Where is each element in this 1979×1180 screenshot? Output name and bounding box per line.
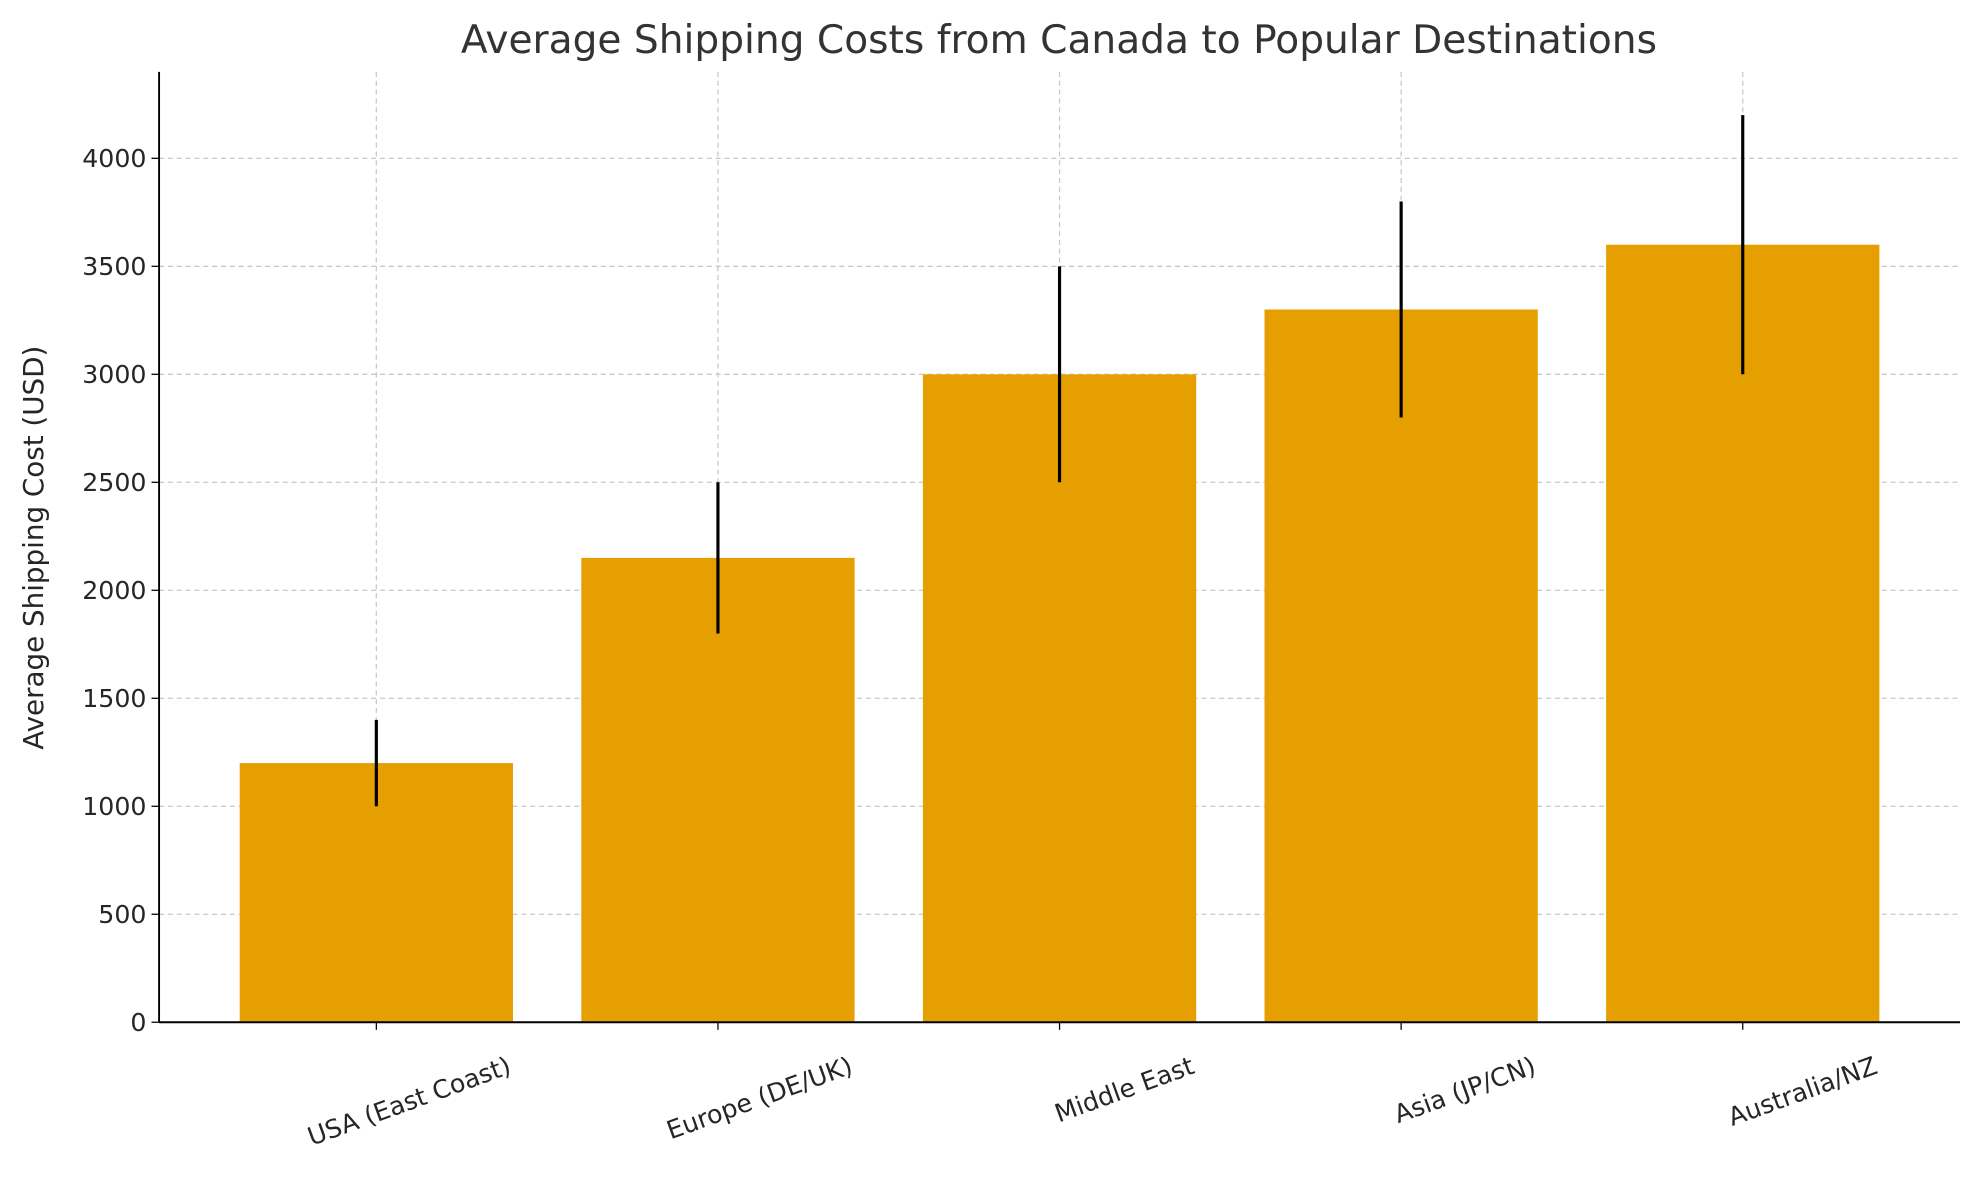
y-tick-label: 500 [98,900,146,929]
y-tick-label: 1000 [82,792,146,821]
y-axis-label: Average Shipping Cost (USD) [17,346,50,750]
x-tick-label: Asia (JP/CN) [1390,1051,1539,1129]
x-tick-label: Australia/NZ [1724,1051,1881,1132]
y-tick-label: 1500 [82,684,146,713]
y-tick-label: 3500 [82,252,146,281]
x-tick-label: USA (East Coast) [304,1051,515,1151]
chart-title: Average Shipping Costs from Canada to Po… [461,18,1657,63]
y-tick-label: 4000 [82,144,146,173]
bar [1264,309,1538,1023]
y-tick-label: 2500 [82,468,146,497]
bar [581,557,855,1023]
y-tick-label: 0 [130,1008,146,1037]
y-tick-label: 3000 [82,360,146,389]
y-tick-label: 2000 [82,576,146,605]
x-tick-label: Middle East [1051,1051,1198,1128]
x-tick-label: Europe (DE/UK) [663,1051,856,1145]
